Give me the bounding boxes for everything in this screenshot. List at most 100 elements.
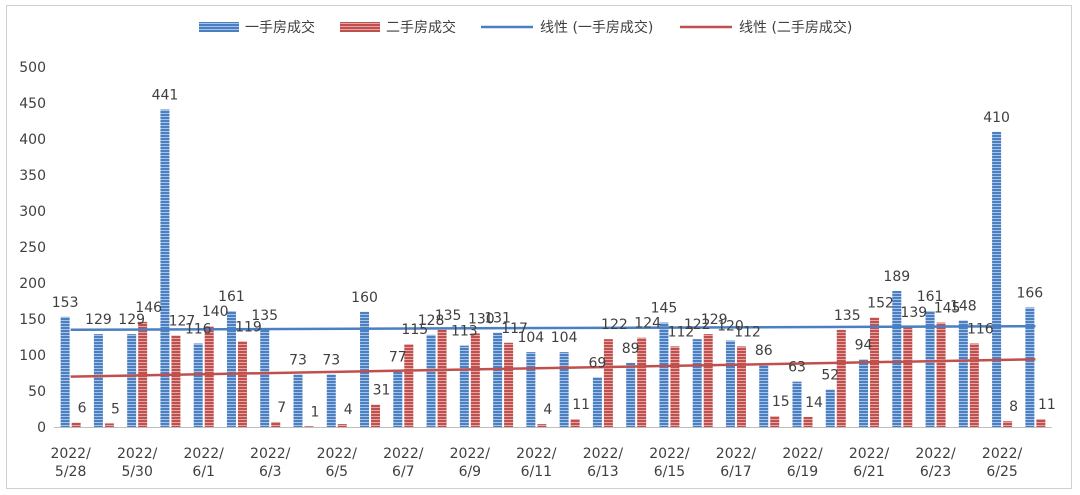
trendlines [70,324,1036,378]
legend-first-hand-label: 一手房成交 [245,19,315,36]
bar-first-hand [759,365,769,427]
bar-second-hand [603,339,613,427]
bar-first-hand [459,345,469,427]
y-tick-label: 350 [19,168,46,184]
bar-first-hand [659,322,669,427]
bar-second-hand [803,416,813,427]
bar-first-hand [1025,307,1035,427]
bar-first-hand [626,362,636,427]
data-label-second-hand: 146 [135,300,162,316]
legend-trend-second-hand-label: 线性 (二手房成交) [739,19,852,36]
x-tick-label: 2022/6/15 [649,446,690,480]
bar-second-hand [237,341,247,427]
data-label-first-hand: 160 [351,290,378,306]
y-tick-label: 100 [19,348,46,364]
data-label-first-hand: 145 [651,301,678,317]
data-label-second-hand: 4 [543,402,552,418]
data-label-first-hand: 161 [917,289,944,305]
data-label-second-hand: 116 [967,321,994,337]
bar-second-hand [637,337,647,427]
bar-first-hand [825,389,835,427]
data-label-second-hand: 11 [572,397,590,413]
x-tick-label: 2022/5/30 [117,446,158,480]
data-label-first-hand: 77 [389,350,407,366]
data-label-first-hand: 189 [883,269,910,285]
data-label-first-hand: 161 [218,289,245,305]
data-label-second-hand: 139 [900,305,927,321]
data-label-first-hand: 94 [855,337,873,353]
bar-second-hand [337,424,347,427]
x-tick-label: 2022/6/21 [849,446,890,480]
x-tick-label: 2022/6/19 [782,446,823,480]
bar-first-hand [859,359,869,427]
y-axis: 0 50 100 150 200 250 300 350 400 450 500 [19,60,46,436]
bar-first-hand [326,374,336,427]
bar-second-hand [470,333,480,427]
data-label-first-hand: 89 [622,341,640,357]
bar-second-hand [71,422,81,427]
data-label-second-hand: 119 [235,319,262,335]
bar-first-hand [592,377,602,427]
x-tick-label: 2022/6/25 [982,446,1023,480]
data-label-second-hand: 4 [344,402,353,418]
bar-second-hand [969,343,979,427]
bar-second-hand [537,424,547,427]
bar-second-hand [570,419,580,427]
legend: 一手房成交 二手房成交 线性 (一手房成交) 线性 (二手房成交) [199,19,852,36]
x-tick-label: 2022/6/7 [383,446,424,480]
data-label-second-hand: 14 [805,395,823,411]
bar-first-hand [360,311,370,427]
bar-first-hand [226,311,236,427]
bar-second-hand [504,342,514,427]
bar-first-hand [725,340,735,427]
y-tick-label: 400 [19,132,46,148]
data-label-first-hand: 166 [1016,285,1043,301]
data-label-second-hand: 135 [834,308,861,324]
data-label-second-hand: 127 [169,314,196,330]
data-label-second-hand: 7 [277,400,286,416]
bar-second-hand [736,346,746,427]
data-label-second-hand: 1 [311,404,320,420]
bar-second-hand [371,404,381,427]
bar-first-hand [60,316,70,427]
y-tick-label: 200 [19,276,46,292]
bar-first-hand [426,334,436,427]
bar-second-hand [304,426,314,427]
data-label-first-hand: 410 [983,110,1010,126]
y-tick-label: 0 [37,420,46,436]
legend-second-hand-swatch [340,22,380,32]
data-label-second-hand: 6 [78,401,87,417]
data-label-first-hand: 441 [152,87,179,103]
data-label-first-hand: 122 [684,317,711,333]
data-label-second-hand: 129 [701,312,728,328]
bar-second-hand [437,329,447,427]
bar-first-hand [260,329,270,427]
legend-first-hand: 一手房成交 [199,19,315,36]
bar-first-hand [992,131,1002,428]
bar-second-hand [1003,421,1013,427]
bar-second-hand [1036,419,1046,427]
bar-second-hand [770,416,780,427]
data-label-first-hand: 73 [289,352,307,368]
bars [60,109,1046,428]
data-label-second-hand: 135 [435,308,462,324]
bar-second-hand [271,421,281,427]
x-tick-label: 2022/6/9 [450,446,491,480]
bar-first-hand [892,290,902,427]
data-label-first-hand: 129 [85,312,112,328]
y-tick-label: 50 [28,384,46,400]
data-label-second-hand: 117 [501,321,528,337]
data-label-first-hand: 131 [484,311,511,327]
x-tick-label: 2022/6/13 [583,446,624,480]
data-label-second-hand: 130 [468,311,495,327]
data-label-second-hand: 112 [668,324,695,340]
trendline-second-hand [70,358,1036,378]
legend-first-hand-swatch [199,22,239,32]
data-label-second-hand: 115 [401,322,428,338]
data-label-first-hand: 73 [322,352,340,368]
bar-first-hand [393,371,403,427]
legend-second-hand-label: 二手房成交 [386,19,456,36]
bar-second-hand [870,317,880,427]
data-label-second-hand: 124 [634,316,661,332]
trendline-first-hand [70,324,1036,332]
